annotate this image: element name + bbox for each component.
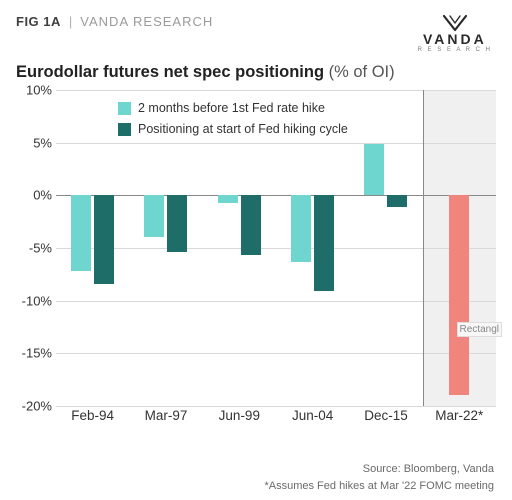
legend-label: 2 months before 1st Fed rate hike [138, 98, 325, 119]
header-left: FIG 1A | VANDA RESEARCH [16, 14, 213, 29]
legend-swatch [118, 123, 131, 136]
logo-mark-icon [442, 14, 468, 32]
bar-series-a [364, 144, 384, 196]
footnote-text: *Assumes Fed hikes at Mar '22 FOMC meeti… [214, 478, 494, 495]
header: FIG 1A | VANDA RESEARCH VANDA R E S E A … [0, 0, 512, 57]
chart: 2 months before 1st Fed rate hikePositio… [16, 90, 496, 430]
y-tick-label: -10% [16, 293, 52, 308]
bar-series-b [241, 195, 261, 255]
bar-series-b [94, 195, 114, 283]
plot-area: 2 months before 1st Fed rate hikePositio… [56, 90, 496, 406]
x-axis-labels: Feb-94Mar-97Jun-99Jun-04Dec-15Mar-22* [56, 408, 496, 430]
footer: Source: Bloomberg, Vanda *Assumes Fed hi… [214, 461, 494, 494]
bar-series-b [387, 195, 407, 207]
x-tick-label: Mar-97 [129, 408, 202, 430]
legend-item: Positioning at start of Fed hiking cycle [118, 119, 348, 140]
bar-series-a [144, 195, 164, 237]
bar-series-a [218, 195, 238, 202]
chart-title-unit: (% of OI) [329, 63, 395, 81]
bar-series-a [291, 195, 311, 261]
bar-series-a [71, 195, 91, 271]
bar-group [349, 90, 422, 406]
legend-swatch [118, 102, 131, 115]
legend-item: 2 months before 1st Fed rate hike [118, 98, 348, 119]
y-tick-label: -5% [16, 241, 52, 256]
bar-series-b [314, 195, 334, 291]
source-text: Source: Bloomberg, Vanda [214, 461, 494, 478]
brand-header-text: VANDA RESEARCH [80, 14, 213, 29]
legend-label: Positioning at start of Fed hiking cycle [138, 119, 348, 140]
forecast-bar [449, 195, 469, 395]
y-tick-label: 0% [16, 188, 52, 203]
bar-group [423, 90, 496, 406]
y-tick-label: -15% [16, 346, 52, 361]
tooltip-artifact: Rectangl [457, 322, 502, 337]
x-tick-label: Dec-15 [349, 408, 422, 430]
x-tick-label: Mar-22* [423, 408, 496, 430]
title-row: Eurodollar futures net spec positioning … [0, 57, 512, 90]
gridline [56, 406, 496, 407]
figure-label: FIG 1A [16, 14, 61, 29]
y-tick-label: -20% [16, 399, 52, 414]
x-tick-label: Feb-94 [56, 408, 129, 430]
brand-logo: VANDA R E S E A R C H [418, 14, 492, 53]
x-tick-label: Jun-04 [276, 408, 349, 430]
y-tick-label: 10% [16, 83, 52, 98]
logo-text: VANDA [418, 31, 492, 47]
legend: 2 months before 1st Fed rate hikePositio… [118, 98, 348, 141]
logo-subtext: R E S E A R C H [418, 47, 492, 53]
chart-title-main: Eurodollar futures net spec positioning [16, 63, 324, 81]
chart-title: Eurodollar futures net spec positioning … [16, 63, 496, 82]
y-tick-label: 5% [16, 135, 52, 150]
x-tick-label: Jun-99 [203, 408, 276, 430]
bar-series-b [167, 195, 187, 252]
header-separator: | [69, 14, 72, 29]
